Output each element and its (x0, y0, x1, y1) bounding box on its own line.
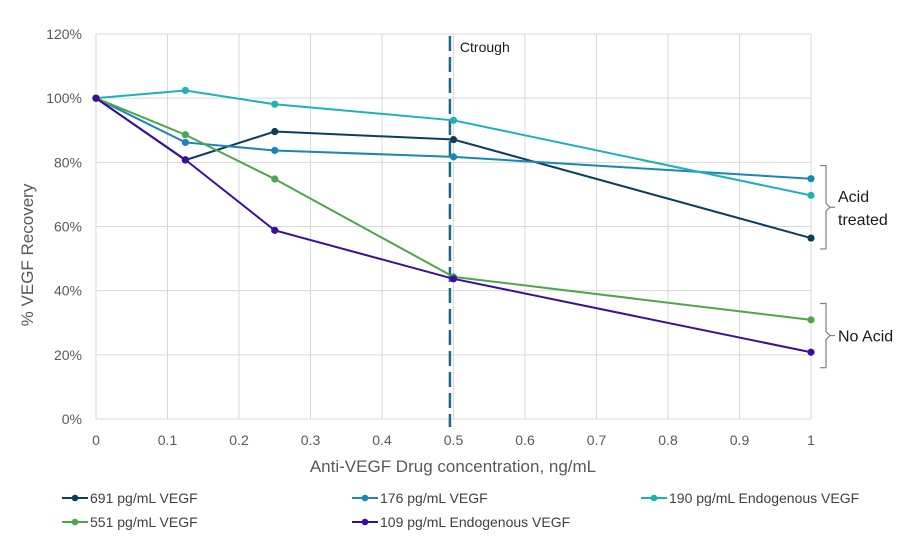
x-tick-label: 0.3 (301, 432, 321, 448)
annotations: Acid treated No Acid (820, 164, 893, 369)
x-tick-label: 1 (807, 432, 815, 448)
x-tick-label: 0.6 (515, 432, 535, 448)
x-tick-label: 0.2 (229, 432, 249, 448)
x-tick-label: 0.9 (730, 432, 750, 448)
data-point (449, 135, 458, 144)
y-axis-ticks: 0% 20% 40% 60% 80% 100% 120% (46, 26, 82, 427)
bracket-annotation: No Acid (820, 302, 893, 369)
data-point (92, 94, 100, 102)
data-point (181, 86, 189, 95)
data-point (807, 316, 815, 324)
legend-item: 691 pg/mL VEGF (62, 490, 198, 506)
bracket-icon (820, 302, 831, 369)
y-axis-title: % VEGF Recovery (18, 183, 37, 326)
legend-marker-icon (650, 494, 658, 502)
y-tick-label: 40% (54, 283, 82, 299)
data-point (181, 138, 189, 147)
data-point (271, 127, 279, 136)
legend: 691 pg/mL VEGF 176 pg/mL VEGF 190 pg/mL En… (62, 490, 859, 530)
legend-marker-icon (361, 518, 369, 526)
y-tick-label: 120% (46, 26, 82, 42)
series-group (92, 86, 815, 356)
x-tick-label: 0.5 (444, 432, 464, 448)
data-point (271, 175, 279, 183)
legend-item: 176 pg/mL VEGF (352, 490, 488, 506)
legend-item: 551 pg/mL VEGF (62, 514, 198, 530)
legend-marker-icon (361, 494, 369, 502)
legend-label: 190 pg/mL Endogenous VEGF (669, 490, 859, 506)
y-tick-label: 80% (54, 154, 82, 170)
data-point (449, 275, 458, 283)
legend-label: 691 pg/mL VEGF (90, 490, 198, 506)
data-point (271, 100, 279, 108)
bracket-annotation: Acid treated (820, 164, 888, 250)
data-point (807, 234, 815, 242)
x-axis-ticks: 0 0.1 0.2 0.3 0.4 0.5 0.6 0.7 0.8 0.9 1 (92, 432, 815, 448)
legend-label: 551 pg/mL VEGF (90, 514, 198, 530)
ctrough-reference-line: Ctrough (448, 36, 510, 427)
y-tick-label: 100% (46, 90, 82, 106)
x-tick-label: 0 (92, 432, 100, 448)
data-point (807, 191, 815, 199)
annotation-label: No Acid (838, 329, 893, 346)
legend-marker-icon (71, 518, 79, 526)
y-tick-label: 20% (54, 347, 82, 363)
y-tick-label: 60% (54, 219, 82, 235)
data-point (271, 146, 279, 155)
x-tick-label: 0.7 (587, 432, 607, 448)
data-point (181, 131, 189, 139)
data-point (449, 116, 458, 124)
ctrough-label: Ctrough (460, 39, 510, 55)
series-109-pg-ml-endogenous-vegf (92, 94, 815, 356)
y-tick-label: 0% (62, 411, 82, 427)
data-point (807, 348, 815, 356)
legend-label: 176 pg/mL VEGF (380, 490, 488, 506)
bracket-icon (820, 164, 831, 250)
x-tick-label: 0.4 (372, 432, 392, 448)
annotation-label: treated (838, 212, 888, 229)
x-tick-label: 0.1 (158, 432, 178, 448)
x-tick-label: 0.8 (658, 432, 678, 448)
legend-marker-icon (71, 494, 79, 502)
legend-label: 109 pg/mL Endogenous VEGF (380, 514, 570, 530)
legend-item: 109 pg/mL Endogenous VEGF (352, 514, 570, 530)
x-axis-title: Anti-VEGF Drug concentration, ng/mL (310, 457, 596, 476)
annotation-label: Acid (838, 189, 869, 206)
data-point (449, 153, 458, 161)
data-point (181, 156, 189, 164)
legend-item: 190 pg/mL Endogenous VEGF (641, 490, 859, 506)
gridlines (95, 33, 812, 420)
data-point (271, 226, 279, 234)
data-point (807, 175, 815, 183)
